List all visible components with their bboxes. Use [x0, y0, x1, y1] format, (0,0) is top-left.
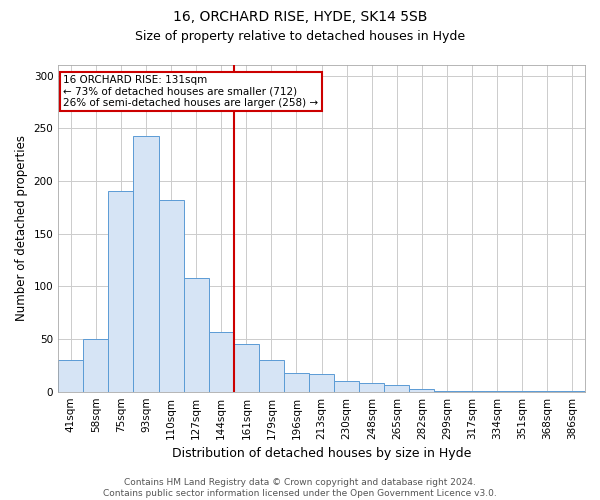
- Bar: [434, 390, 460, 392]
- X-axis label: Distribution of detached houses by size in Hyde: Distribution of detached houses by size …: [172, 447, 471, 460]
- Bar: [385, 386, 409, 392]
- Bar: [109, 192, 133, 392]
- Bar: [234, 344, 259, 392]
- Bar: [560, 390, 585, 392]
- Bar: [334, 381, 359, 392]
- Bar: [510, 390, 535, 392]
- Bar: [133, 136, 158, 392]
- Bar: [58, 360, 83, 392]
- Bar: [409, 388, 434, 392]
- Bar: [209, 332, 234, 392]
- Bar: [83, 339, 109, 392]
- Text: 16, ORCHARD RISE, HYDE, SK14 5SB: 16, ORCHARD RISE, HYDE, SK14 5SB: [173, 10, 427, 24]
- Bar: [158, 200, 184, 392]
- Bar: [535, 390, 560, 392]
- Text: 16 ORCHARD RISE: 131sqm
← 73% of detached houses are smaller (712)
26% of semi-d: 16 ORCHARD RISE: 131sqm ← 73% of detache…: [64, 75, 319, 108]
- Bar: [284, 372, 309, 392]
- Bar: [184, 278, 209, 392]
- Y-axis label: Number of detached properties: Number of detached properties: [15, 136, 28, 322]
- Bar: [259, 360, 284, 392]
- Bar: [359, 384, 385, 392]
- Bar: [460, 390, 485, 392]
- Bar: [485, 390, 510, 392]
- Text: Size of property relative to detached houses in Hyde: Size of property relative to detached ho…: [135, 30, 465, 43]
- Text: Contains HM Land Registry data © Crown copyright and database right 2024.
Contai: Contains HM Land Registry data © Crown c…: [103, 478, 497, 498]
- Bar: [309, 374, 334, 392]
